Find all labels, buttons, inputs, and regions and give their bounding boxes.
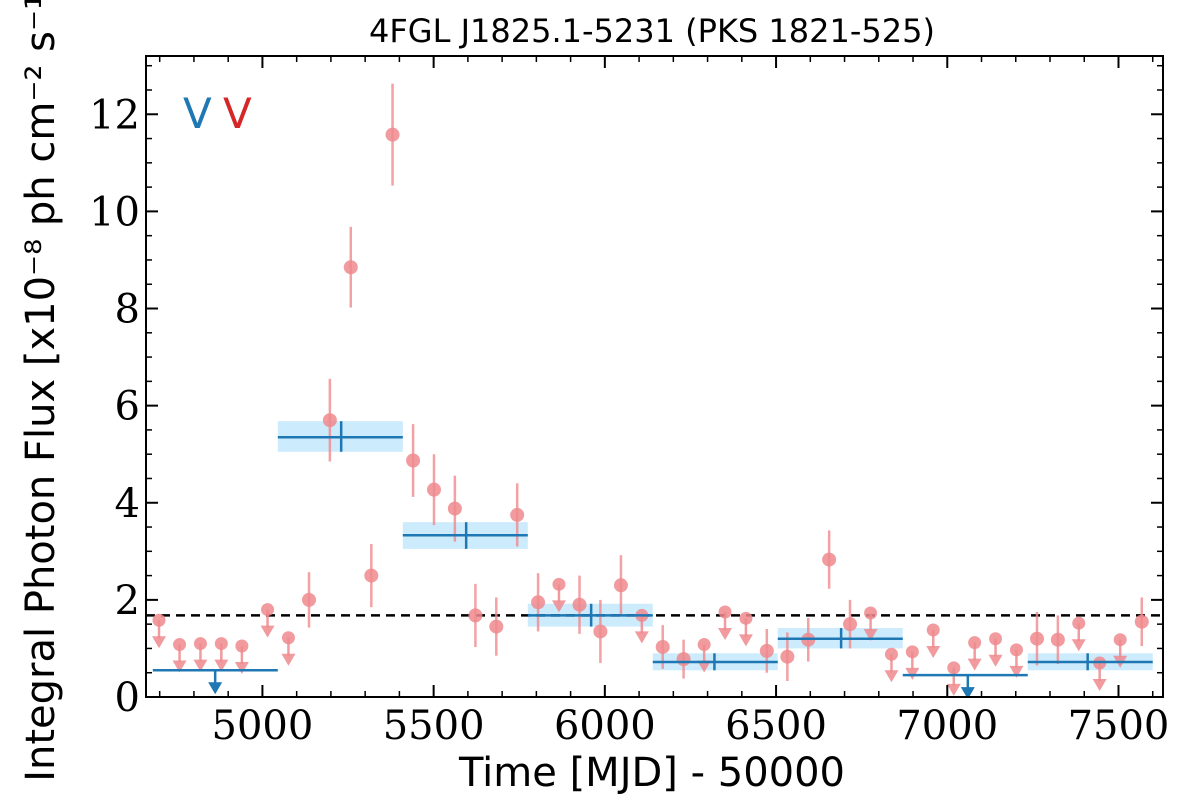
legend-entry-red: V xyxy=(223,89,252,138)
y-tick-label: 2 xyxy=(115,578,140,624)
x-tick-label: 6500 xyxy=(725,703,827,749)
upper-limit-arrow xyxy=(172,660,187,673)
short-bin-points xyxy=(152,83,1149,696)
axis-tick-labels: 5000 5500 6000 6500 7000 7500 0 2 4 6 8 10 12 xyxy=(89,92,1169,749)
detection-point xyxy=(406,453,421,468)
plot-background xyxy=(146,56,1163,697)
detection-point xyxy=(655,639,670,654)
upper-limit-arrow xyxy=(988,654,1003,667)
plot-frame xyxy=(145,55,1164,698)
upper-limit-arrow xyxy=(884,670,899,683)
detection-point xyxy=(301,592,316,607)
x-tick-label: 6000 xyxy=(554,703,656,749)
detection-point xyxy=(780,649,795,664)
upper-limit-arrow xyxy=(281,653,296,666)
detection-point xyxy=(468,608,483,623)
detection-point xyxy=(1050,632,1065,647)
upper-limit-arrow xyxy=(718,628,733,641)
y-tick-label: 0 xyxy=(115,675,140,721)
upper-limit-arrow xyxy=(152,636,167,649)
upper-limit-arrow xyxy=(697,660,712,673)
y-tick-label: 12 xyxy=(89,92,140,138)
upper-limit-arrow xyxy=(738,634,753,647)
axis-ticks xyxy=(146,56,1163,698)
upper-limit-arrow xyxy=(551,600,566,613)
x-tick-label: 5000 xyxy=(212,703,314,749)
upper-limit-arrow xyxy=(926,645,941,658)
detection-point xyxy=(759,643,774,658)
upper-limit-arrow xyxy=(946,683,961,696)
x-axis-label: Time [MJD] - 50000 xyxy=(458,750,845,796)
detection-point xyxy=(426,482,441,497)
y-tick-label: 8 xyxy=(115,287,140,333)
detection-point xyxy=(447,501,462,516)
detection-point xyxy=(1134,614,1149,629)
upper-limit-arrow xyxy=(1009,665,1024,678)
x-tick-label: 7000 xyxy=(896,703,998,749)
upper-limit-arrow xyxy=(1071,639,1086,652)
upper-limit-arrow xyxy=(863,628,878,641)
upper-limit-arrow xyxy=(905,667,920,680)
detection-point xyxy=(343,260,358,275)
upper-limit-arrow xyxy=(1092,679,1107,692)
detection-point xyxy=(489,619,504,634)
y-tick-label: 10 xyxy=(89,189,140,235)
chart-title: 4FGL J1825.1-5231 (PKS 1821-525) xyxy=(369,12,935,50)
detection-point xyxy=(613,578,628,593)
y-tick-label: 4 xyxy=(115,481,140,527)
legend-entry-blue: V xyxy=(183,89,212,138)
detection-point xyxy=(531,595,546,610)
detection-point xyxy=(510,507,525,522)
upper-limit-arrow xyxy=(234,662,249,675)
long-bin-upper-limit-arrow xyxy=(208,682,223,695)
upper-limit-arrow xyxy=(193,659,208,672)
long-bin-markers xyxy=(152,421,1153,697)
upper-limit-arrow xyxy=(967,658,982,671)
upper-limit-arrow xyxy=(260,625,275,638)
detection-point xyxy=(572,597,587,612)
upper-limit-arrow xyxy=(214,659,229,672)
detection-point xyxy=(364,568,379,583)
detection-point xyxy=(1029,631,1044,646)
x-tick-label: 5500 xyxy=(383,703,485,749)
detection-point xyxy=(385,127,400,142)
detection-point xyxy=(843,617,858,632)
upper-limit-arrow xyxy=(634,631,649,644)
detection-point xyxy=(822,552,837,567)
y-axis-label: Integral Photon Flux [x10⁻⁸ ph cm⁻² s⁻¹] xyxy=(18,0,64,782)
y-tick-label: 6 xyxy=(115,384,140,430)
long-bin-upper-limit-arrow xyxy=(960,687,975,697)
detection-point xyxy=(322,413,337,428)
detection-point xyxy=(676,652,691,667)
x-tick-label: 7500 xyxy=(1068,703,1170,749)
detection-point xyxy=(593,624,608,639)
